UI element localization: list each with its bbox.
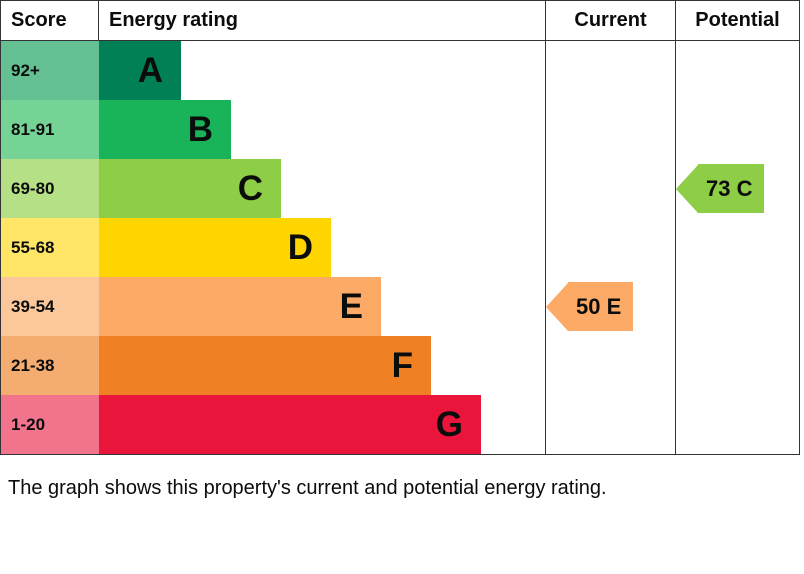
potential-marker: 73 C — [676, 164, 764, 213]
caption: The graph shows this property's current … — [0, 455, 804, 508]
rating-letter: G — [436, 405, 463, 445]
arrow-left-icon — [676, 165, 698, 213]
score-cell: 21-38 — [1, 336, 99, 395]
bands-area: 92+ A 81-91 B 69-80 C 55-68 D 39-54 E 21-38 F 1-20 G — [1, 41, 545, 454]
rating-letter: A — [138, 51, 163, 91]
current-marker: 50 E — [546, 282, 633, 331]
band-row-d: 55-68 D — [1, 218, 545, 277]
score-cell: 81-91 — [1, 100, 99, 159]
rating-bar: E — [99, 277, 381, 336]
header-rating: Energy rating — [99, 1, 545, 40]
rating-letter: F — [392, 346, 413, 386]
current-column: 50 E — [545, 41, 675, 454]
rating-bar: C — [99, 159, 281, 218]
score-cell: 55-68 — [1, 218, 99, 277]
header-score: Score — [1, 1, 99, 40]
potential-marker-label: 73 C — [698, 164, 764, 213]
header-current: Current — [545, 1, 675, 40]
arrow-left-icon — [546, 283, 568, 331]
rating-bar: D — [99, 218, 331, 277]
rating-letter: C — [238, 169, 263, 209]
header-potential: Potential — [675, 1, 799, 40]
rating-letter: E — [340, 287, 363, 327]
score-cell: 92+ — [1, 41, 99, 100]
rating-bar: B — [99, 100, 231, 159]
rating-letter: B — [188, 110, 213, 150]
score-cell: 69-80 — [1, 159, 99, 218]
epc-chart: Score Energy rating Current Potential 92… — [0, 0, 800, 455]
band-row-b: 81-91 B — [1, 100, 545, 159]
current-marker-label: 50 E — [568, 282, 633, 331]
rating-letter: D — [288, 228, 313, 268]
band-row-g: 1-20 G — [1, 395, 545, 454]
rating-bar: A — [99, 41, 181, 100]
rating-bar: F — [99, 336, 431, 395]
band-row-f: 21-38 F — [1, 336, 545, 395]
header-row: Score Energy rating Current Potential — [1, 1, 799, 41]
rating-bar: G — [99, 395, 481, 454]
chart-body: 92+A81-91B69-80C55-68D39-54E21-38F1-20G … — [1, 41, 799, 454]
score-cell: 1-20 — [1, 395, 99, 454]
potential-column: 73 C — [675, 41, 799, 454]
band-row-e: 39-54 E — [1, 277, 545, 336]
band-row-a: 92+ A — [1, 41, 545, 100]
band-row-c: 69-80 C — [1, 159, 545, 218]
score-cell: 39-54 — [1, 277, 99, 336]
